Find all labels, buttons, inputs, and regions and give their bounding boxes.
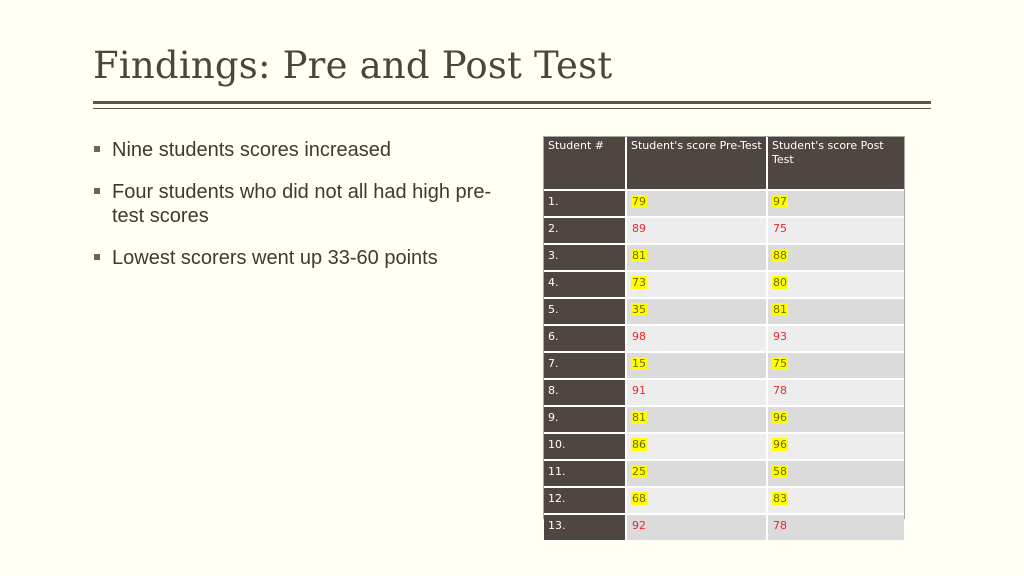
- pre-score-cell: 35: [626, 298, 768, 326]
- bullet-text: Nine students scores increased: [112, 139, 392, 161]
- table-row: 7. 15 75: [544, 352, 904, 380]
- post-score-cell: 96: [767, 433, 904, 461]
- pre-score-value: 91: [632, 384, 646, 397]
- bullet-item: Lowest scorers went up 33-60 points: [93, 246, 503, 270]
- pre-score-cell: 81: [626, 406, 768, 434]
- post-score-value: 80: [772, 276, 788, 289]
- table-header-row: Student # Student's score Pre-Test Stude…: [544, 137, 904, 191]
- pre-score-value: 81: [631, 249, 647, 262]
- post-score-value: 93: [773, 330, 787, 343]
- post-score-cell: 93: [767, 325, 904, 353]
- post-score-value: 58: [772, 465, 788, 478]
- pre-score-value: 98: [632, 330, 646, 343]
- post-score-cell: 80: [767, 271, 904, 299]
- table-row: 9. 81 96: [544, 406, 904, 434]
- pre-score-value: 86: [631, 438, 647, 451]
- student-number-cell: 12.: [544, 487, 627, 515]
- bullet-item: Four students who did not all had high p…: [93, 180, 503, 228]
- bullet-text: Lowest scorers went up 33-60 points: [112, 247, 438, 269]
- post-score-value: 78: [773, 384, 787, 397]
- pre-score-value: 68: [631, 492, 647, 505]
- post-score-cell: 97: [767, 190, 904, 218]
- pre-score-cell: 73: [626, 271, 768, 299]
- pre-score-cell: 79: [626, 190, 768, 218]
- student-number-cell: 6.: [544, 325, 627, 353]
- post-score-value: 75: [773, 222, 787, 235]
- post-score-value: 83: [772, 492, 788, 505]
- pre-score-cell: 92: [626, 514, 768, 540]
- pre-score-value: 81: [631, 411, 647, 424]
- student-number-cell: 3.: [544, 244, 627, 272]
- post-score-value: 96: [772, 411, 788, 424]
- post-score-value: 81: [772, 303, 788, 316]
- post-score-value: 88: [772, 249, 788, 262]
- square-bullet-icon: [94, 254, 100, 260]
- square-bullet-icon: [94, 146, 100, 152]
- post-score-cell: 78: [767, 379, 904, 407]
- post-score-cell: 78: [767, 514, 904, 540]
- pre-score-value: 79: [631, 195, 647, 208]
- square-bullet-icon: [94, 188, 100, 194]
- header-post-test: Student's score Post Test: [767, 137, 904, 191]
- pre-score-value: 15: [631, 357, 647, 370]
- student-number-cell: 8.: [544, 379, 627, 407]
- title-divider-thin: [93, 108, 931, 109]
- post-score-value: 75: [772, 357, 788, 370]
- table-row: 4. 73 80: [544, 271, 904, 299]
- table-row: 6. 98 93: [544, 325, 904, 353]
- student-number-cell: 7.: [544, 352, 627, 380]
- table-row: 3. 81 88: [544, 244, 904, 272]
- table-row: 10. 86 96: [544, 433, 904, 461]
- post-score-cell: 96: [767, 406, 904, 434]
- table-row: 13. 92 78: [544, 514, 904, 540]
- bullet-item: Nine students scores increased: [93, 138, 503, 162]
- post-score-cell: 88: [767, 244, 904, 272]
- bullet-list: Nine students scores increased Four stud…: [93, 138, 503, 288]
- pre-score-cell: 15: [626, 352, 768, 380]
- scores-table-container: Student # Student's score Pre-Test Stude…: [543, 136, 905, 540]
- student-number-cell: 9.: [544, 406, 627, 434]
- post-score-cell: 58: [767, 460, 904, 488]
- student-number-cell: 13.: [544, 514, 627, 540]
- pre-score-value: 25: [631, 465, 647, 478]
- pre-score-cell: 68: [626, 487, 768, 515]
- student-number-cell: 11.: [544, 460, 627, 488]
- header-pre-test: Student's score Pre-Test: [626, 137, 768, 191]
- pre-score-cell: 81: [626, 244, 768, 272]
- pre-score-value: 73: [631, 276, 647, 289]
- pre-score-cell: 91: [626, 379, 768, 407]
- post-score-cell: 83: [767, 487, 904, 515]
- table-row: 1. 79 97: [544, 190, 904, 218]
- pre-score-cell: 89: [626, 217, 768, 245]
- post-score-cell: 81: [767, 298, 904, 326]
- title-divider-thick: [93, 101, 931, 104]
- pre-score-value: 92: [632, 519, 646, 532]
- slide-title: Findings: Pre and Post Test: [93, 44, 613, 87]
- table-body: 1. 79 97 2. 89 75 3. 81 88 4. 73 80 5. 35 81 6. 98 93 7. 15…: [544, 190, 904, 540]
- student-number-cell: 5.: [544, 298, 627, 326]
- table-row: 8. 91 78: [544, 379, 904, 407]
- header-student-number: Student #: [544, 137, 627, 191]
- post-score-cell: 75: [767, 217, 904, 245]
- student-number-cell: 2.: [544, 217, 627, 245]
- post-score-cell: 75: [767, 352, 904, 380]
- student-number-cell: 1.: [544, 190, 627, 218]
- bullet-text: Four students who did not all had high p…: [112, 181, 492, 227]
- student-number-cell: 10.: [544, 433, 627, 461]
- pre-score-value: 35: [631, 303, 647, 316]
- pre-score-cell: 86: [626, 433, 768, 461]
- post-score-value: 96: [772, 438, 788, 451]
- post-score-value: 78: [773, 519, 787, 532]
- pre-score-cell: 25: [626, 460, 768, 488]
- table-row: 5. 35 81: [544, 298, 904, 326]
- table-row: 11. 25 58: [544, 460, 904, 488]
- pre-score-value: 89: [632, 222, 646, 235]
- scores-table: Student # Student's score Pre-Test Stude…: [544, 137, 904, 540]
- post-score-value: 97: [772, 195, 788, 208]
- pre-score-cell: 98: [626, 325, 768, 353]
- table-row: 2. 89 75: [544, 217, 904, 245]
- student-number-cell: 4.: [544, 271, 627, 299]
- table-row: 12. 68 83: [544, 487, 904, 515]
